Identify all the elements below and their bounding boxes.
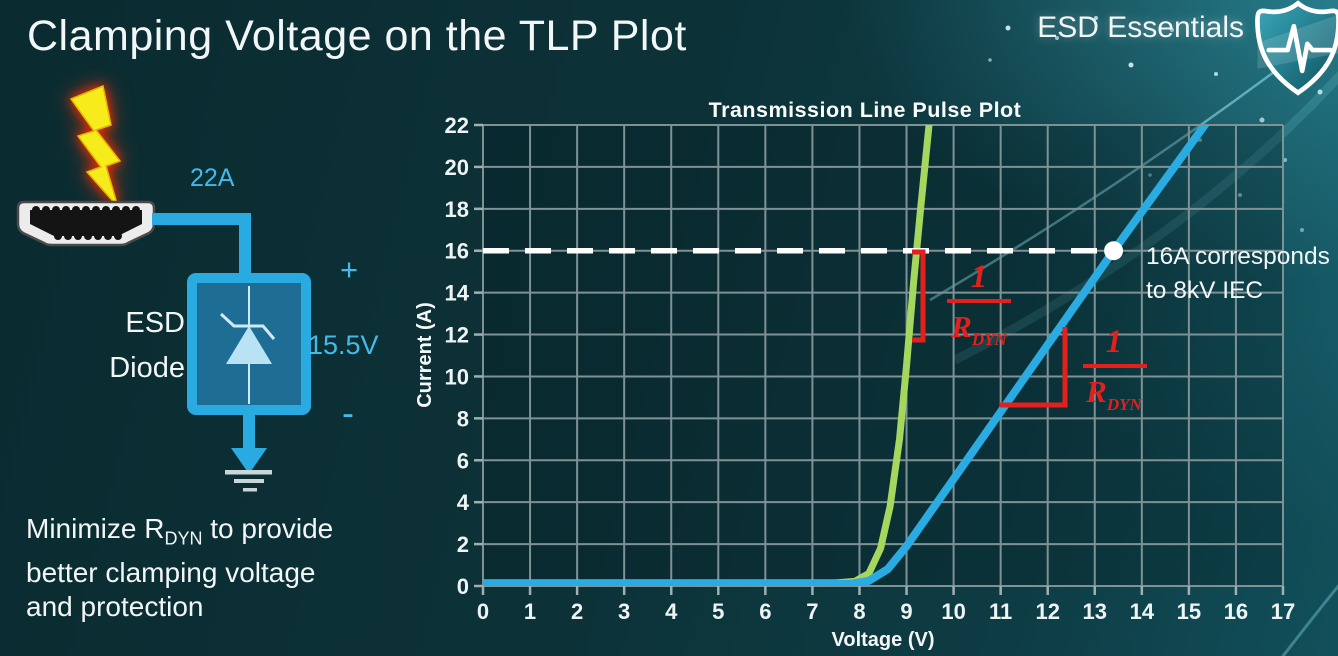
- plus-polarity-label: +: [340, 252, 359, 287]
- y-tick-label: 20: [445, 155, 469, 180]
- x-tick-label: 8: [853, 599, 865, 624]
- tick-labels: 0 1 2 3 4 5 6 7 8 9 10 11 12 13 14 15 16 1702468101214161…: [445, 113, 1296, 624]
- marker-note-line1: 16A corresponds: [1146, 243, 1330, 270]
- y-tick-label: 22: [445, 113, 469, 138]
- y-tick-label: 2: [457, 532, 469, 557]
- plot-background: [483, 125, 1283, 586]
- brand-label: ESD Essentials: [1037, 11, 1244, 44]
- x-tick-label: 11: [989, 599, 1012, 624]
- blue-frac-sub: DYN: [1106, 395, 1143, 414]
- x-tick-label: 9: [900, 599, 912, 624]
- grid-lines: [482, 124, 1284, 587]
- esd-diode-label-line1: ESD: [125, 307, 185, 339]
- x-tick-label: 3: [618, 599, 630, 624]
- hdmi-connector-icon: [16, 200, 156, 247]
- x-tick-label: 17: [1271, 599, 1295, 624]
- x-tick-label: 0: [477, 599, 489, 624]
- lightning-bolt-icon: [69, 84, 122, 208]
- x-tick-label: 4: [665, 599, 678, 624]
- zener-diode-symbol: [219, 286, 276, 404]
- y-tick-label: 16: [445, 239, 469, 264]
- x-tick-label: 12: [1035, 599, 1059, 624]
- x-tick-label: 7: [806, 599, 818, 624]
- note-rdyn-subscript: DYN: [164, 528, 203, 549]
- green-frac-sub: DYN: [971, 330, 1008, 349]
- y-axis-title: Current (A): [414, 302, 436, 408]
- chart-title: Transmission Line Pulse Plot: [709, 98, 1022, 122]
- note-line1-prefix: Minimize R: [26, 513, 165, 544]
- arrow-down-icon: [231, 448, 267, 474]
- swoosh-band: [952, 70, 1338, 365]
- esd-diode-label-line2: Diode: [109, 352, 185, 384]
- y-tick-label: 18: [445, 197, 469, 222]
- marker-note-line2: to 8kV IEC: [1146, 277, 1263, 304]
- blue-slope-bracket: [1000, 327, 1068, 408]
- x-tick-label: 2: [571, 599, 583, 624]
- note-line1-suffix: to provide: [202, 513, 334, 544]
- y-tick-label: 8: [457, 406, 469, 431]
- takeaway-note: Minimize RDYN to provide better clamping…: [26, 512, 333, 624]
- y-tick-label: 6: [457, 448, 469, 473]
- marker-dot: [1104, 241, 1124, 261]
- page-title: Clamping Voltage on the TLP Plot: [27, 12, 687, 60]
- green-slope-bracket: [912, 249, 926, 343]
- x-axis-title: Voltage (V): [832, 629, 935, 651]
- tlp-chart: 0 1 2 3 4 5 6 7 8 9 10 11 12 13 14 15 16 1702468101214161…: [414, 98, 1330, 651]
- swoosh-corner: [1281, 584, 1338, 656]
- x-tick-label: 15: [1177, 599, 1201, 624]
- green-fraction-denominator: RDYN: [950, 309, 1007, 349]
- y-tick-label: 10: [445, 364, 469, 389]
- esd-diode-label: ESD Diode: [50, 301, 185, 391]
- x-tick-label: 10: [941, 599, 965, 624]
- note-line2: better clamping voltage: [26, 556, 316, 588]
- note-line3: and protection: [26, 590, 204, 622]
- ground-icon: [225, 470, 272, 492]
- x-tick-label: 6: [759, 599, 771, 624]
- shield-pulse-icon: [1255, 0, 1338, 96]
- pulse-waveform: [1266, 23, 1333, 74]
- y-tick-label: 14: [445, 281, 470, 306]
- esd-circuit-diagram: [16, 84, 311, 492]
- y-tick-label: 12: [445, 323, 469, 348]
- blue-frac-R: R: [1085, 374, 1107, 409]
- reference-line-layer: [483, 241, 1124, 261]
- surge-wire: [152, 213, 251, 282]
- blue-fraction-denominator: RDYN: [1085, 374, 1142, 414]
- x-tick-label: 14: [1130, 599, 1155, 624]
- y-tick-label: 4: [457, 490, 470, 515]
- clamp-voltage-label: 15.5V: [308, 330, 379, 360]
- axis-ticks: [474, 123, 1285, 595]
- green-frac-R: R: [950, 309, 972, 344]
- green-fraction-numerator: 1: [971, 259, 988, 295]
- green-rdyn-fraction: 1 RDYN: [947, 259, 1011, 349]
- minus-polarity-label: -: [342, 392, 354, 433]
- x-tick-label: 13: [1083, 599, 1107, 624]
- x-tick-label: 16: [1224, 599, 1248, 624]
- sparkle-dots: [988, 16, 1323, 232]
- blue-rdyn-fraction: 1 RDYN: [1083, 324, 1147, 414]
- surge-current-label: 22A: [190, 164, 235, 192]
- note-line1: Minimize RDYN to provide: [26, 512, 333, 556]
- y-tick-label: 0: [457, 574, 469, 599]
- x-tick-label: 5: [712, 599, 724, 624]
- x-tick-label: 1: [524, 599, 536, 624]
- blue-fraction-numerator: 1: [1106, 324, 1123, 360]
